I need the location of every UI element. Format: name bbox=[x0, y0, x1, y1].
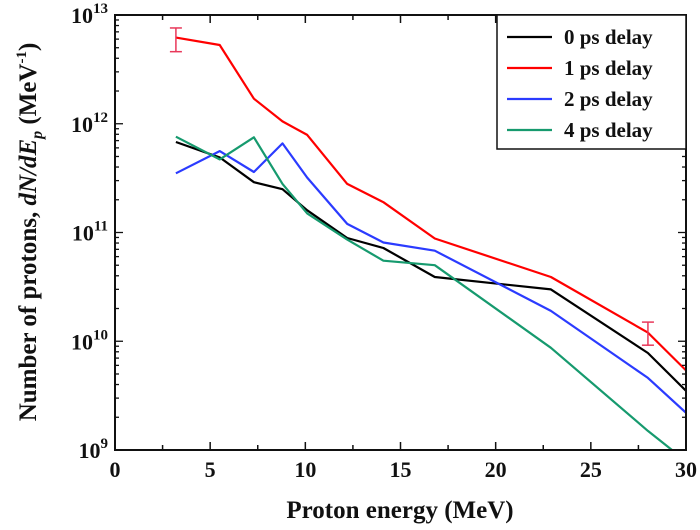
series-line-1 bbox=[175, 36, 686, 372]
x-tick-label: 20 bbox=[485, 457, 507, 482]
legend-item-2: 2 ps delay bbox=[507, 87, 653, 111]
y-tick-label: 109 bbox=[79, 436, 109, 463]
x-tick-label: 15 bbox=[390, 457, 412, 482]
y-tick-label: 1011 bbox=[72, 219, 108, 246]
legend-label: 0 ps delay bbox=[564, 25, 653, 49]
x-tick-labels: 0 5 10 15 20 25 30 bbox=[110, 457, 698, 482]
y-tick-label: 1013 bbox=[71, 1, 108, 28]
legend: 0 ps delay 1 ps delay 2 ps delay 4 ps delay bbox=[496, 14, 687, 150]
legend-label: 4 ps delay bbox=[564, 118, 653, 142]
series-layer bbox=[175, 36, 686, 450]
y-tick-label: 1012 bbox=[71, 110, 108, 137]
series-line-2 bbox=[175, 142, 686, 414]
legend-item-3: 4 ps delay bbox=[507, 118, 653, 142]
legend-label: 2 ps delay bbox=[564, 87, 653, 111]
y-tick-label: 1010 bbox=[71, 327, 108, 354]
legend-item-0: 0 ps delay bbox=[507, 25, 653, 49]
x-tick-label: 0 bbox=[110, 457, 121, 482]
series-line-3 bbox=[175, 135, 674, 450]
x-tick-label: 10 bbox=[294, 457, 316, 482]
x-tick-label: 25 bbox=[580, 457, 602, 482]
y-axis-label: Number of protons, dN/dEp (MeV-1) bbox=[14, 43, 46, 422]
series-line-0 bbox=[175, 140, 686, 392]
x-tick-label: 30 bbox=[675, 457, 697, 482]
error-bar-1 bbox=[641, 321, 654, 346]
error-bar-0 bbox=[169, 27, 182, 53]
legend-label: 1 ps delay bbox=[564, 56, 653, 80]
legend-item-1: 1 ps delay bbox=[507, 56, 653, 80]
y-tick-labels: 109 1010 1011 1012 1013 bbox=[71, 1, 108, 463]
x-axis-label: Proton energy (MeV) bbox=[286, 497, 513, 524]
error-bars bbox=[169, 27, 654, 346]
x-tick-label: 5 bbox=[205, 457, 216, 482]
